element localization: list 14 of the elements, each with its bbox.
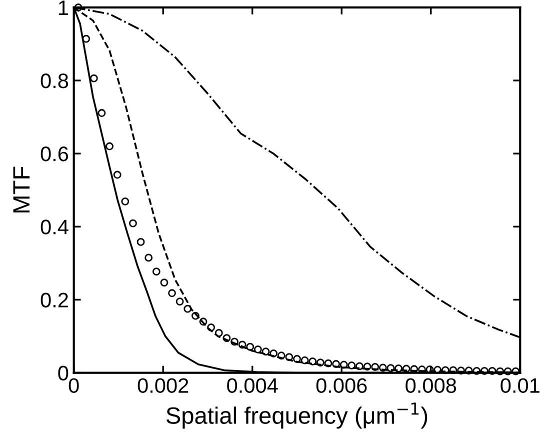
y-tick-label: 0.6 — [40, 146, 68, 162]
y-tick-label: 0 — [58, 366, 68, 381]
y-tick-label: 1 — [58, 0, 68, 15]
x-tick-label: 0.006 — [316, 378, 367, 393]
y-tick-label: 0.8 — [40, 73, 68, 88]
x-tick-label: 0 — [68, 378, 79, 393]
x-tick-label: 0.008 — [406, 378, 456, 393]
x-tick-label: 0.004 — [227, 378, 278, 393]
y-tick-label: 0.2 — [40, 292, 68, 308]
x-tick-label: 0.01 — [500, 378, 540, 393]
x-tick-label: 0.002 — [138, 378, 188, 393]
y-tick-label: 0.4 — [40, 220, 68, 234]
x-axis-title: Spatial frequency (μm$^{−1}$) — [166, 402, 428, 429]
y-axis-title: MTF — [13, 166, 30, 212]
